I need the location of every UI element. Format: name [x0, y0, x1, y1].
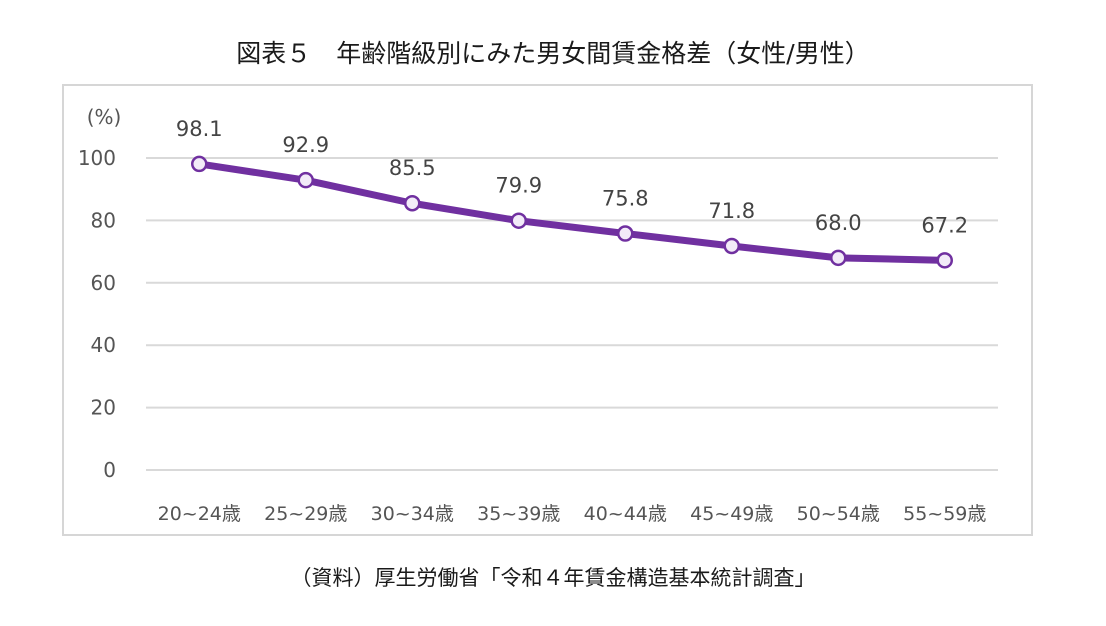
x-tick-label: 55~59歳 [903, 503, 986, 525]
series-line [195, 160, 949, 264]
data-label: 71.8 [708, 199, 755, 223]
x-tick-label: 30~34歳 [371, 503, 454, 525]
data-label: 85.5 [389, 156, 436, 180]
data-point-marker [510, 212, 527, 229]
data-label: 68.0 [815, 211, 862, 235]
data-point-marker [404, 194, 421, 212]
y-tick-label: 60 [91, 271, 116, 295]
x-tick-label: 40~44歳 [584, 503, 667, 525]
data-label: 98.1 [176, 117, 223, 141]
x-tick-label: 25~29歳 [264, 503, 347, 525]
y-tick-label: 100 [78, 146, 116, 170]
chart-frame [62, 84, 1033, 536]
gridlines [146, 157, 998, 471]
y-tick-label: 20 [91, 396, 116, 420]
data-point-marker [617, 225, 634, 242]
data-label: 67.2 [921, 213, 968, 237]
x-tick-label: 35~39歳 [477, 503, 560, 525]
data-point-marker [830, 249, 847, 267]
data-point-marker [297, 171, 314, 189]
series-line-layer [195, 160, 949, 264]
data-point-marker [936, 252, 953, 269]
x-tick-label: 20~24歳 [158, 503, 241, 525]
y-tick-label: 40 [91, 333, 116, 357]
data-label: 75.8 [602, 187, 649, 211]
data-point-marker [191, 155, 208, 173]
y-axis-ticks: 0 20 40 60 80 100 [78, 146, 116, 482]
chart-title: 図表５ 年齢階級別にみた男女間賃金格差（女性/男性） [236, 39, 870, 68]
data-label: 92.9 [282, 133, 329, 157]
series-markers [191, 155, 953, 269]
x-tick-label: 45~49歳 [690, 503, 773, 525]
x-tick-label: 50~54歳 [797, 503, 880, 525]
y-tick-label: 0 [103, 458, 116, 482]
data-label: 79.9 [495, 174, 542, 198]
y-tick-label: 80 [91, 208, 116, 232]
y-axis-unit-label: (%) [87, 105, 122, 129]
data-point-marker [723, 237, 740, 255]
x-axis-ticks: 20~24歳 25~29歳 30~34歳 35~39歳 40~44歳 45~49歳 50~5… [158, 503, 987, 525]
data-labels: 98.1 92.9 85.5 79.9 75.8 71.8 68.0 67.2 [176, 117, 968, 237]
source-note: （資料）厚生労働省「令和４年賃金構造基本統計調査」 [290, 566, 816, 590]
